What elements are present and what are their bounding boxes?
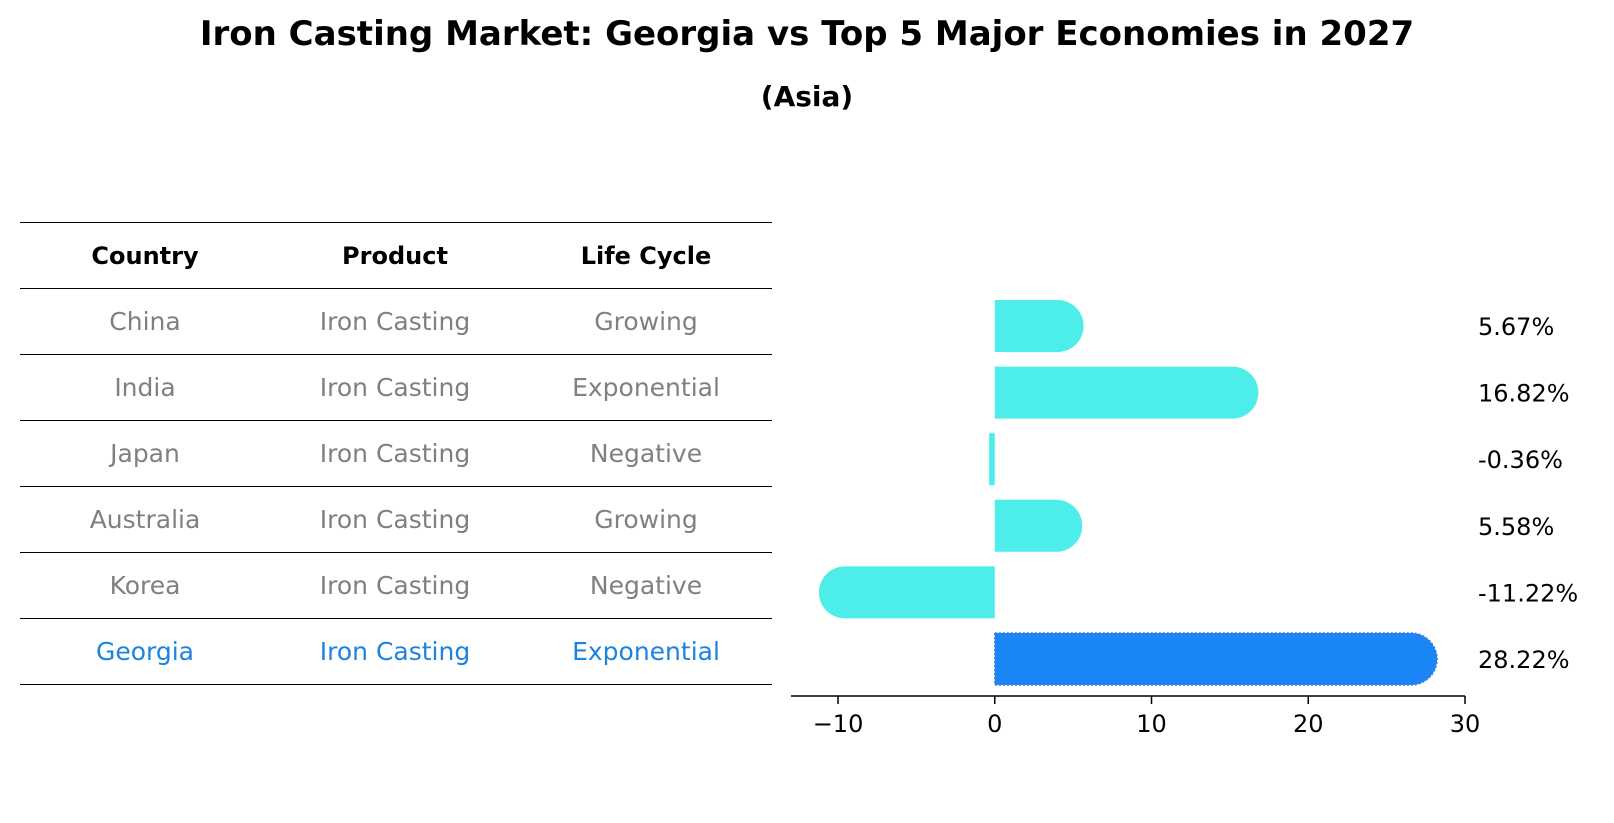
chart-title: Iron Casting Market: Georgia vs Top 5 Ma… xyxy=(199,14,1415,54)
x-tick-label: 10 xyxy=(1136,710,1167,738)
cell-life-cycle: Growing xyxy=(520,288,772,355)
bar-china xyxy=(994,300,1084,352)
value-label-japan: -0.36% xyxy=(1478,446,1563,474)
table-row: Korea Iron Casting Negative xyxy=(20,552,772,619)
bar-korea xyxy=(818,566,995,619)
value-label-korea: -11.22% xyxy=(1478,579,1578,607)
header-country: Country xyxy=(20,222,270,289)
cell-product: Iron Casting xyxy=(270,552,520,619)
x-tick-label: 20 xyxy=(1293,710,1324,738)
life-cycle-table: Country Product Life Cycle China Iron Ca… xyxy=(20,222,772,685)
value-label-australia: 5.58% xyxy=(1478,513,1554,541)
cell-product: Iron Casting xyxy=(270,354,520,421)
x-tick-label: 30 xyxy=(1450,710,1481,738)
x-tick-label: 0 xyxy=(987,710,1002,738)
cell-country: Japan xyxy=(20,420,270,487)
cell-country: Georgia xyxy=(20,618,270,685)
table-row: Japan Iron Casting Negative xyxy=(20,420,772,487)
chart-subtitle: (Asia) xyxy=(760,80,854,113)
cell-life-cycle: Exponential xyxy=(520,618,772,685)
bar-australia xyxy=(994,499,1083,552)
value-label-georgia: 28.22% xyxy=(1478,646,1570,674)
header-life-cycle: Life Cycle xyxy=(520,222,772,289)
table-header-row: Country Product Life Cycle xyxy=(20,222,772,289)
value-label-india: 16.82% xyxy=(1478,380,1570,408)
cell-product: Iron Casting xyxy=(270,618,520,685)
table-row: Australia Iron Casting Growing xyxy=(20,486,772,553)
cell-life-cycle: Exponential xyxy=(520,354,772,421)
cell-country: China xyxy=(20,288,270,355)
table-row-highlight: Georgia Iron Casting Exponential xyxy=(20,618,772,685)
table-row: India Iron Casting Exponential xyxy=(20,354,772,421)
cell-product: Iron Casting xyxy=(270,486,520,553)
bar-georgia xyxy=(994,632,1438,686)
cell-life-cycle: Negative xyxy=(520,552,772,619)
x-tick-label: −10 xyxy=(813,710,864,738)
header-product: Product xyxy=(270,222,520,289)
bar-india xyxy=(994,366,1259,419)
value-label-china: 5.67% xyxy=(1478,313,1554,341)
cell-product: Iron Casting xyxy=(270,420,520,487)
cell-life-cycle: Negative xyxy=(520,420,772,487)
table-row: China Iron Casting Growing xyxy=(20,288,772,355)
cell-life-cycle: Growing xyxy=(520,486,772,553)
cell-country: Australia xyxy=(20,486,270,553)
cell-country: India xyxy=(20,354,270,421)
cell-product: Iron Casting xyxy=(270,288,520,355)
bar-japan xyxy=(989,433,995,486)
cell-country: Korea xyxy=(20,552,270,619)
